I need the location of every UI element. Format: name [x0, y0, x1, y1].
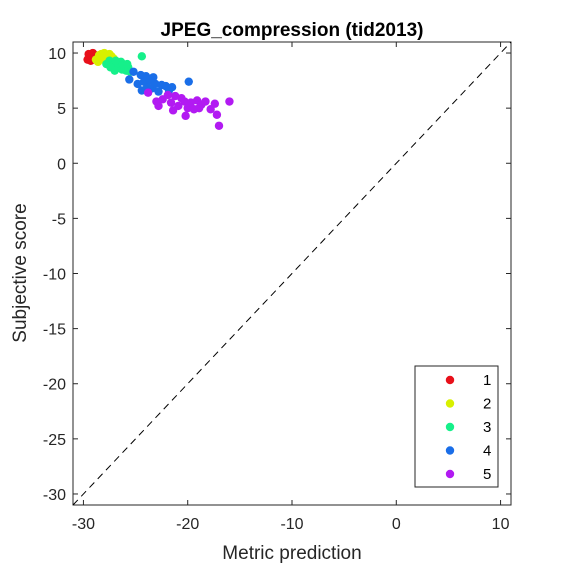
- y-tick-label: -5: [52, 211, 66, 228]
- y-tick-label: 0: [57, 156, 66, 173]
- legend-label-4: 4: [483, 443, 491, 460]
- legend-marker-3: [445, 422, 455, 432]
- point-level-2: [96, 49, 106, 59]
- y-tick-label: -10: [43, 267, 66, 284]
- legend-marker-4: [445, 446, 455, 455]
- y-axis-label: Subjective score: [10, 203, 31, 342]
- legend-marker-5: [445, 469, 455, 479]
- point-level-3: [110, 66, 119, 75]
- point-level-5: [152, 97, 161, 106]
- x-tick-labels: -30 -20 -10 0 10: [72, 516, 510, 533]
- legend-box: [414, 365, 499, 488]
- y-tick-label: -25: [43, 432, 66, 449]
- legend: 1 2 3 4 5: [414, 365, 499, 488]
- y-tick-label: 5: [57, 101, 66, 118]
- axis-ticks: [73, 42, 511, 505]
- x-tick-label: -10: [280, 516, 303, 533]
- point-level-5: [210, 99, 220, 108]
- x-tick-label: 10: [492, 516, 510, 533]
- y-tick-labels: -30 -25 -20 -15 -10 -5 0 5 10: [43, 46, 66, 504]
- legend-marker-1: [445, 375, 455, 385]
- point-level-5: [194, 103, 204, 113]
- data-points: [83, 48, 234, 130]
- y-tick-label: -15: [43, 322, 66, 339]
- y-tick-label: 10: [48, 46, 66, 63]
- point-level-5: [212, 110, 222, 119]
- point-level-3: [111, 56, 120, 65]
- point-level-5: [168, 106, 178, 115]
- legend-marker-2: [445, 399, 455, 408]
- point-level-4: [141, 71, 151, 81]
- point-level-5: [143, 88, 153, 97]
- point-level-5: [225, 97, 234, 106]
- point-level-5: [181, 111, 190, 121]
- x-tick-label: 0: [392, 516, 401, 533]
- point-level-4: [184, 77, 193, 86]
- point-level-4: [149, 73, 158, 82]
- point-level-2: [93, 57, 103, 67]
- legend-items: 1 2 3 4 5: [445, 372, 491, 483]
- legend-label-3: 3: [483, 419, 491, 436]
- legend-label-1: 1: [483, 372, 491, 389]
- y-tick-label: -20: [43, 377, 66, 394]
- point-level-5: [180, 97, 189, 106]
- point-level-1: [84, 54, 93, 63]
- point-level-4: [151, 79, 160, 89]
- point-level-5: [163, 90, 173, 100]
- x-tick-label: -30: [72, 516, 95, 533]
- y-tick-label: -30: [43, 487, 66, 504]
- x-tick-label: -20: [176, 516, 199, 533]
- chart-title: JPEG_compression (tid2013): [161, 20, 424, 41]
- x-axis-label: Metric prediction: [222, 543, 361, 564]
- legend-label-5: 5: [483, 466, 491, 483]
- legend-label-2: 2: [483, 396, 491, 413]
- reference-line: [72, 41, 512, 506]
- point-level-4: [129, 67, 138, 76]
- point-level-4: [125, 75, 134, 84]
- point-level-5: [166, 98, 176, 107]
- point-level-5: [201, 97, 210, 106]
- point-level-3: [137, 52, 147, 61]
- point-level-4: [167, 82, 177, 92]
- point-level-4: [154, 87, 163, 96]
- point-level-3: [123, 59, 132, 69]
- point-level-5: [214, 121, 224, 130]
